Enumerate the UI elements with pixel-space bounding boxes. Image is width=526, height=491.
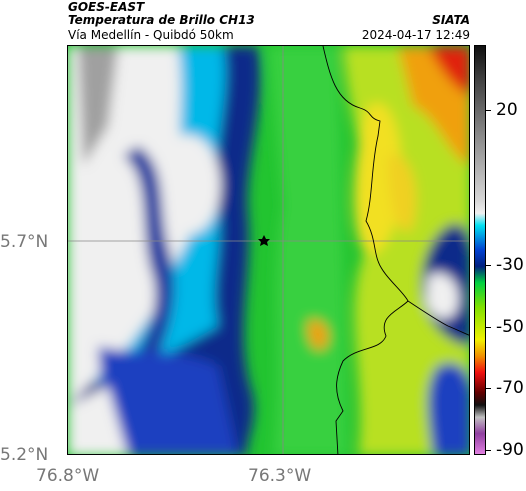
lat-tick-5.7: 5.7°N [0, 232, 49, 252]
cbar-label-m90: -90 [496, 440, 524, 460]
warm-zone-red [428, 46, 469, 96]
lat-tick-5.2: 5.2°N [0, 445, 49, 465]
datetime-label: 2024-04-17 12:49 [361, 28, 470, 42]
satellite-title: GOES-EAST [68, 0, 145, 14]
cold-cloud-south [98, 346, 238, 454]
cbar-label-m70: -70 [496, 378, 524, 398]
location-star-marker[interactable] [258, 235, 270, 246]
cloud-field-light-green [268, 46, 348, 454]
cbar-label-20: 20 [496, 100, 518, 120]
cold-cloud-white-core [173, 134, 221, 235]
warm-zone-yellow-2 [388, 154, 417, 233]
warm-spot-orange [307, 320, 329, 350]
cold-cloud-gray [78, 46, 118, 166]
cold-cloud-strand [123, 146, 175, 381]
cbar-label-m30: -30 [496, 255, 524, 275]
agency-label: SIATA [432, 13, 470, 27]
cbar-tick-m50 [486, 327, 491, 328]
brightness-temperature-map[interactable] [67, 45, 470, 455]
cold-cell-southeast [428, 363, 469, 454]
cbar-label-m50: -50 [496, 317, 524, 337]
region-label: Vía Medellín - Quibdó 50km [68, 28, 234, 42]
cold-cell-east-core [426, 272, 459, 319]
lon-tick-76.3: 76.3°W [248, 466, 312, 486]
cold-cloud-south-white [68, 386, 128, 454]
department-boundary [322, 46, 409, 454]
cbar-tick-m90 [486, 450, 491, 451]
lon-tick-76.8: 76.8°W [36, 466, 100, 486]
cbar-tick-20 [486, 110, 491, 111]
product-title: Temperatura de Brillo CH13 [68, 13, 255, 27]
cbar-tick-m30 [486, 265, 491, 266]
temperature-colorbar [474, 45, 486, 455]
warm-zone-yellow [353, 102, 402, 256]
map-canvas [68, 46, 469, 454]
cbar-tick-m70 [486, 388, 491, 389]
boundary-east-branch [407, 300, 469, 336]
